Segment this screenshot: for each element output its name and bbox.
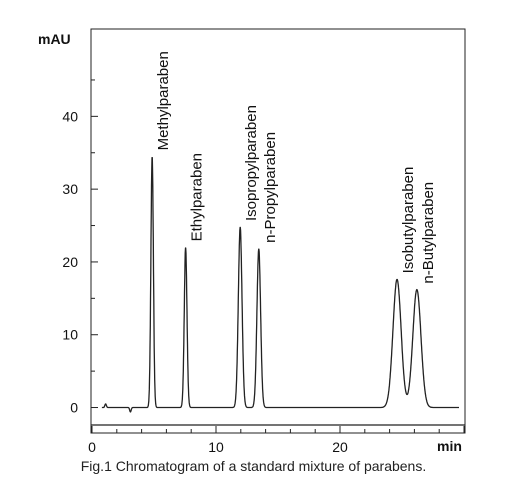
- y-tick-label: 40: [62, 108, 78, 124]
- peak-labels: Methylparaben Ethylparaben Isopropylparabe…: [155, 51, 437, 283]
- peak-label: n-Butylparaben: [420, 182, 437, 284]
- peak-label: Ethylparaben: [189, 153, 206, 241]
- y-tick-label: 20: [62, 254, 78, 270]
- figure-caption: Fig.1 Chromatogram of a standard mixture…: [80, 458, 427, 474]
- x-axis-label: min: [437, 438, 462, 454]
- x-tick-label: 20: [332, 439, 348, 455]
- peak-label: Methylparaben: [155, 51, 172, 150]
- y-axis-ticks: 0 10 20 30 40: [62, 79, 98, 416]
- plot-frame: [90, 28, 466, 434]
- y-tick-label: 10: [62, 327, 78, 343]
- peak-label: n-Propylparaben: [262, 132, 279, 243]
- y-tick-label: 30: [62, 181, 78, 197]
- y-tick-label: 0: [70, 400, 78, 416]
- x-axis-ticks: 0 10 20: [88, 426, 465, 455]
- y-axis-label: mAU: [38, 31, 71, 47]
- chromatogram-trace: [101, 156, 460, 413]
- x-tick-label: 0: [88, 439, 96, 455]
- peak-label: Isobutylparaben: [400, 167, 417, 274]
- x-tick-label: 10: [208, 439, 224, 455]
- peak-label: Isopropylparaben: [243, 105, 260, 221]
